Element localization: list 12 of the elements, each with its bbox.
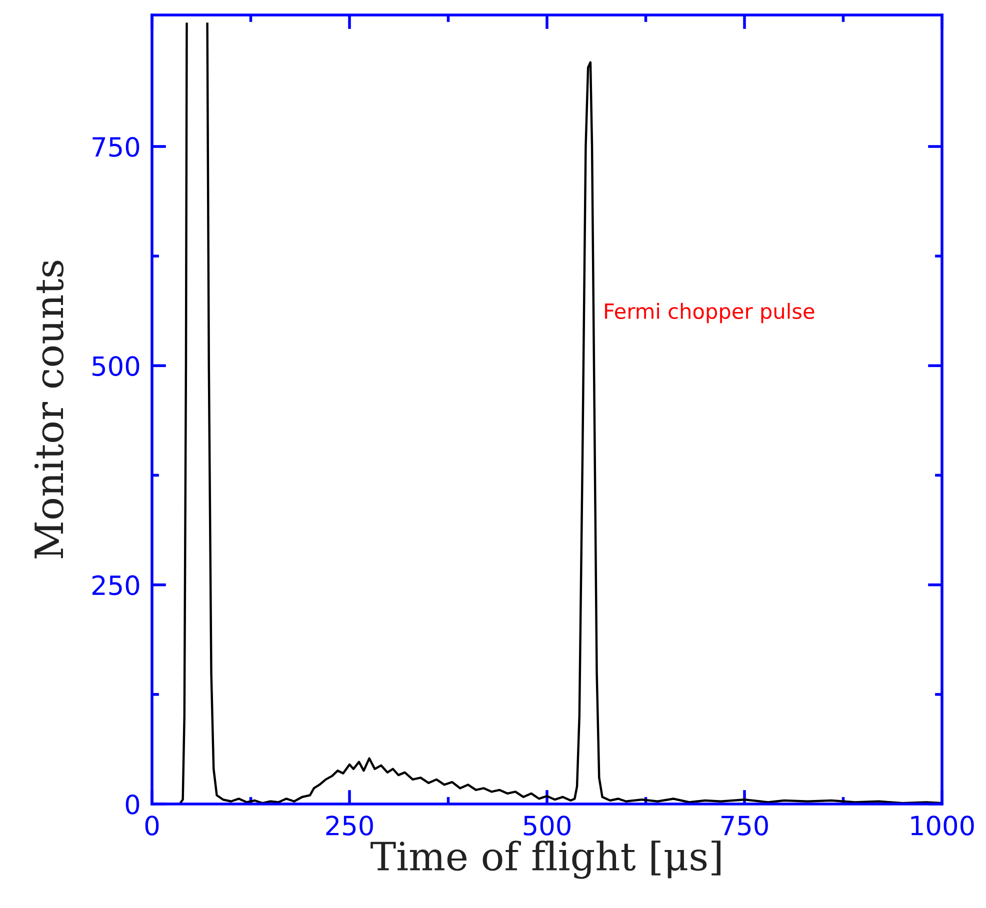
x-tick-label: 500 [524,816,570,836]
x-tick-label: 1000 [911,816,974,836]
x-tick-label: 250 [326,816,373,836]
x-tick-label: 0 [145,816,159,836]
y-tick-label: 750 [92,136,140,157]
x-axis-title: Time of flight [μs] [370,840,720,879]
y-tick-label: 0 [126,794,140,814]
y-axis-title: Monitor counts [34,260,64,558]
annotation: Fermi chopper pulse [605,302,814,324]
y-tick-label: 500 [92,356,140,376]
x-tick-label: 750 [721,816,768,836]
y-tick-label: 250 [92,575,140,596]
